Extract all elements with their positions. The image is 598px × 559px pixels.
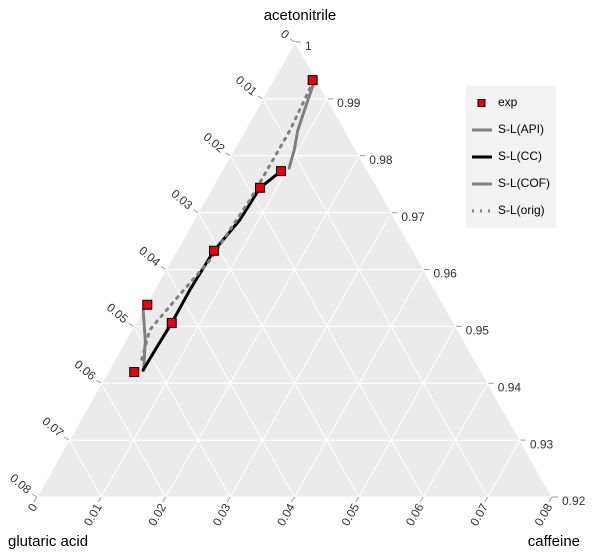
tick-mark (225, 152, 231, 157)
left-tick-label: 0.02 (201, 130, 228, 156)
tick-mark (484, 496, 489, 503)
tick-mark (289, 38, 296, 43)
grid-line (422, 383, 489, 498)
tick-mark (192, 209, 199, 214)
grid-line (358, 326, 457, 498)
left-tick-label: 0.06 (72, 357, 99, 383)
bottom-tick-label: 0.07 (467, 501, 491, 529)
series-line (141, 308, 147, 372)
series-line (287, 83, 315, 170)
series-line (141, 169, 283, 372)
grid-line (68, 439, 102, 498)
legend-key (477, 99, 486, 107)
left-tick-label: 0.07 (39, 414, 66, 440)
tick-mark (128, 322, 135, 327)
right-tick-label: 0.99 (337, 96, 361, 110)
grid-line (165, 155, 360, 498)
tick-mark (96, 379, 102, 384)
tick-mark (419, 496, 424, 503)
left-tick-label: 0.05 (104, 300, 131, 326)
bottom-tick-label: 0.08 (532, 501, 556, 529)
left-tick-label: 0.01 (233, 73, 260, 99)
exp-point (255, 182, 266, 193)
left-tick-label: 0.03 (168, 187, 195, 213)
tick-mark (548, 496, 553, 503)
right-tick-label: 0.95 (466, 324, 490, 338)
grid-line (487, 439, 521, 498)
right-tick-label: 0.94 (498, 380, 522, 394)
tick-mark (162, 496, 167, 503)
tick-mark (291, 496, 295, 503)
exp-point (307, 75, 318, 86)
right-tick-label: 0.92 (562, 494, 586, 508)
grid-line (197, 212, 360, 498)
tick-mark (97, 496, 102, 503)
legend-label: exp (498, 95, 518, 109)
exp-point (166, 317, 177, 328)
exp-point (208, 245, 219, 256)
legend-label: S-L(orig) (498, 203, 545, 217)
left-tick-label: 0.08 (7, 471, 34, 497)
right-tick-label: 0.98 (369, 153, 393, 167)
right-axis-title: caffeine (528, 533, 580, 550)
bottom-tick-label: 0.05 (338, 501, 362, 529)
top-axis-title: acetonitrile (264, 7, 337, 24)
grid-line (294, 269, 424, 498)
legend-label: S-L(API) (498, 122, 544, 136)
right-tick-label: 1 (305, 39, 312, 53)
bottom-tick-label: 0.01 (81, 501, 105, 529)
tick-mark (31, 493, 38, 498)
series-line (138, 86, 312, 367)
right-tick-label: 0.97 (401, 210, 425, 224)
bottom-tick-label: 0 (25, 501, 41, 514)
left-tick-label: 0.04 (136, 243, 163, 269)
tick-mark (226, 496, 231, 503)
grid-line (229, 212, 392, 498)
bottom-tick-label: 0.03 (210, 501, 234, 529)
right-tick-label: 0.93 (530, 437, 554, 451)
tick-mark (355, 496, 360, 503)
tick-mark (257, 95, 264, 100)
bottom-tick-label: 0.04 (274, 501, 298, 529)
legend-label: S-L(COF) (498, 176, 550, 190)
left-axis-title: glutaric acid (8, 533, 88, 550)
grid-line (133, 326, 231, 498)
right-tick-label: 0.96 (434, 267, 458, 281)
tick-mark (33, 496, 38, 503)
exp-point (276, 166, 287, 177)
bottom-tick-label: 0.06 (403, 501, 427, 529)
grid-line (262, 98, 489, 498)
grid-line (36, 41, 296, 498)
exp-point (129, 367, 140, 378)
tick-mark (160, 266, 167, 270)
bottom-tick-label: 0.02 (145, 501, 169, 529)
tick-mark (63, 436, 70, 441)
exp-point (142, 299, 153, 310)
legend-label: S-L(CC) (498, 149, 542, 163)
